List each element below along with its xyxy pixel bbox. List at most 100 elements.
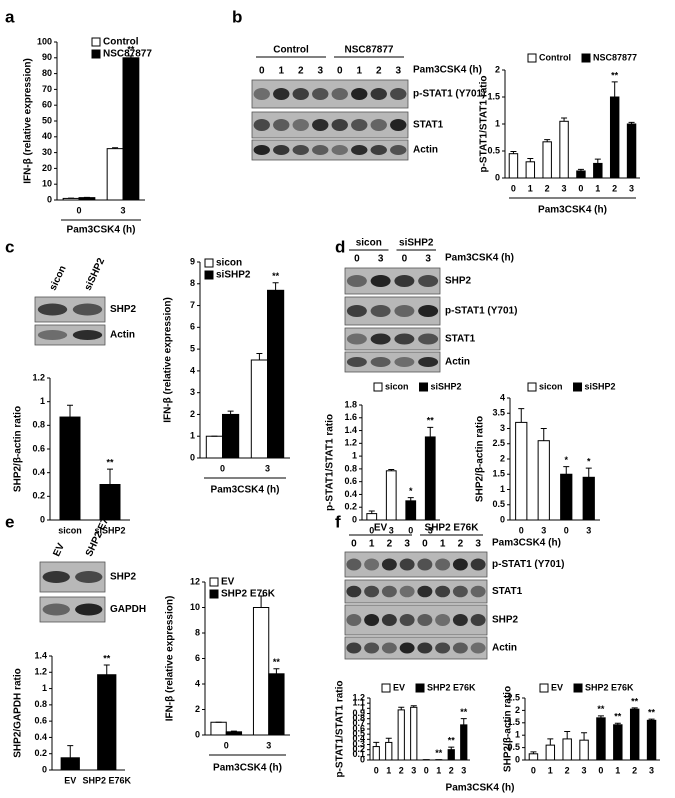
blot-band xyxy=(364,585,380,598)
bar xyxy=(593,162,603,179)
significance: ** xyxy=(631,696,639,706)
bar xyxy=(528,753,539,761)
legend-label: sicon xyxy=(216,258,242,269)
legend-swatch xyxy=(91,37,101,47)
blot-row-label: SHP2 xyxy=(445,276,472,287)
blot-lane-label: 2 xyxy=(298,66,304,77)
x-axis-label: Pam3CSK4 (h) xyxy=(67,225,136,236)
y-tick-label: 90 xyxy=(42,52,52,62)
legend-label: EV xyxy=(221,577,235,588)
error-bar xyxy=(611,81,618,97)
blot-row-label: Actin xyxy=(413,145,438,156)
x-tick-label: 3 xyxy=(629,183,634,193)
error-bar xyxy=(594,158,601,164)
blot-band xyxy=(381,642,397,654)
y-tick-label: 0.5 xyxy=(507,742,520,752)
y-tick-label: 0.1 xyxy=(352,749,365,759)
x-tick-label: 0 xyxy=(519,525,524,535)
bar xyxy=(579,739,589,761)
x-tick-label: 3 xyxy=(541,525,546,535)
blot-band xyxy=(75,603,103,616)
blot-band xyxy=(399,558,415,571)
x-tick-label: 3 xyxy=(389,525,394,535)
y-tick-label: 4 xyxy=(190,365,195,375)
y-tick-label: 0.5 xyxy=(352,729,365,739)
legend-label: SHP2 E76K xyxy=(585,682,634,692)
x-tick-label: 0 xyxy=(564,525,569,535)
blot-band xyxy=(346,305,367,317)
blot-band xyxy=(292,88,309,100)
y-tick-label: 8 xyxy=(195,627,200,637)
y-tick-label: 1 xyxy=(515,730,520,740)
y-tick-label: 2 xyxy=(500,453,505,463)
x-tick-label: 0 xyxy=(598,765,603,775)
x-axis-label: Pam3CSK4 (h) xyxy=(211,485,280,496)
legend-swatch xyxy=(209,589,219,599)
blot-lane-label: 2 xyxy=(458,539,464,550)
blot-lane-label: 0 xyxy=(259,66,265,77)
error-bar xyxy=(385,737,392,743)
x-tick-label: 3 xyxy=(461,765,466,775)
legend-label: sicon xyxy=(385,381,409,391)
blot-band xyxy=(346,642,362,654)
bar xyxy=(222,413,240,459)
blot-band xyxy=(417,642,433,654)
legend-swatch xyxy=(373,382,383,392)
bar xyxy=(252,607,270,736)
error-bar xyxy=(272,282,279,291)
significance: * xyxy=(587,457,591,467)
x-tick-label: 3 xyxy=(120,205,125,215)
y-tick-label: 30 xyxy=(42,147,52,157)
y-tick-label: 1.5 xyxy=(507,717,520,727)
y-tick-label: 0.4 xyxy=(32,467,45,477)
y-axis-label: IFN-β (relative expression) xyxy=(23,58,34,184)
bar xyxy=(537,440,550,521)
error-bar xyxy=(407,497,414,501)
bar xyxy=(542,141,552,179)
blot-band xyxy=(42,571,70,583)
error-bar xyxy=(530,751,537,754)
legend-swatch xyxy=(415,683,425,693)
blot-band xyxy=(364,558,380,571)
y-tick-label: 0 xyxy=(190,452,195,462)
blot-group-label: siSHP2 xyxy=(399,238,434,249)
y-tick-label: 1 xyxy=(500,484,505,494)
legend-label: Control xyxy=(103,37,139,48)
y-axis-label: IFN-β (relative expression) xyxy=(163,297,174,423)
blot-band xyxy=(418,305,439,317)
y-tick-label: 40 xyxy=(42,131,52,141)
x-tick-label: SHP2 E76K xyxy=(82,775,131,785)
blot-band xyxy=(331,145,348,155)
y-axis-label: SHP2/GAPDH ratio xyxy=(13,668,24,757)
blot-band xyxy=(312,145,329,155)
blot-band xyxy=(346,333,367,345)
legend-label: siSHP2 xyxy=(216,270,251,281)
x-tick-label: 3 xyxy=(649,765,654,775)
y-tick-label: 0 xyxy=(47,194,52,204)
x-tick-label: 3 xyxy=(586,525,591,535)
blot-row-label: Actin xyxy=(445,357,470,368)
bar xyxy=(397,709,405,761)
y-tick-label: 0.8 xyxy=(32,420,45,430)
blot-lane-label: 1 xyxy=(278,66,284,77)
blot-lane-label: 2 xyxy=(387,539,393,550)
blot-band xyxy=(364,614,380,626)
y-tick-label: 12 xyxy=(190,576,200,586)
blot-lane-label: 3 xyxy=(378,254,384,265)
blot-lane-label: 0 xyxy=(402,254,408,265)
blot-band xyxy=(351,145,368,155)
legend-swatch xyxy=(381,683,391,693)
y-axis-label: SHP2/β-actin ratio xyxy=(13,406,24,492)
blot-strip xyxy=(251,139,409,161)
blot-lane-label: 3 xyxy=(395,66,401,77)
error-bar xyxy=(256,352,263,360)
x-tick-label: 0 xyxy=(424,765,429,775)
y-tick-label: 1.8 xyxy=(344,399,357,409)
error-bar xyxy=(631,707,638,710)
error-bar xyxy=(368,510,375,514)
error-bar xyxy=(103,664,110,675)
error-bar xyxy=(448,746,455,750)
x-tick-label: 0 xyxy=(369,525,374,535)
bar xyxy=(225,731,243,736)
y-tick-label: 0.4 xyxy=(344,489,357,499)
